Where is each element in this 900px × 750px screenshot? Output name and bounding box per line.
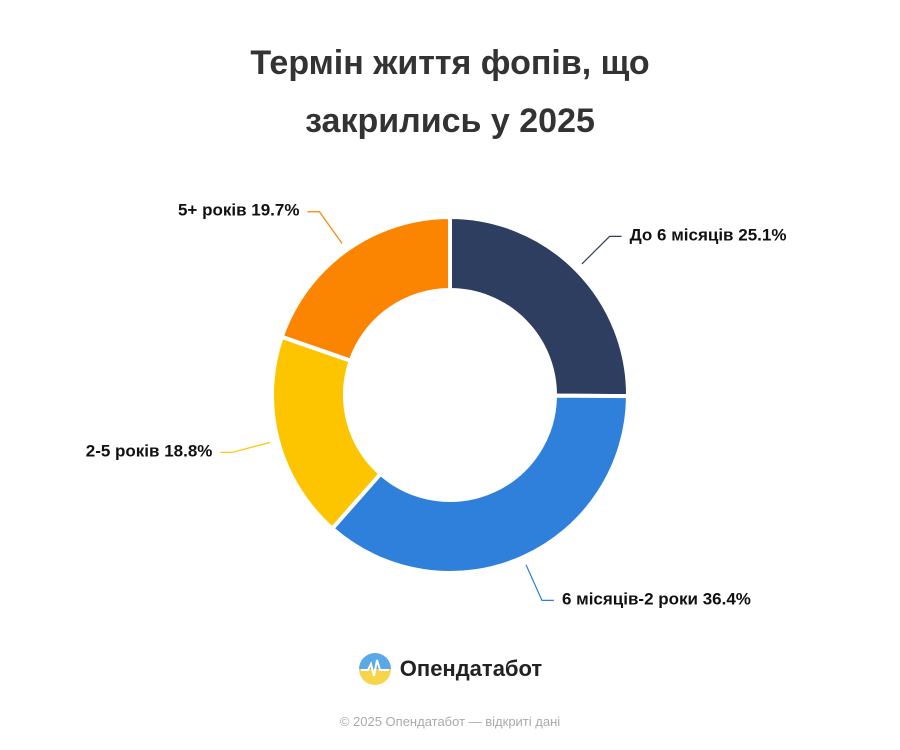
footer: © 2025 Опендатабот — відкриті дані <box>339 714 561 729</box>
chart-title: Термін життя фопів, що закрились у 2025 <box>250 44 650 140</box>
category-label: 2-5 років <box>86 442 160 461</box>
data-label: 2-5 років 18.8% <box>86 442 213 461</box>
logo: Опендатабот <box>0 652 900 686</box>
leader-line <box>220 441 271 453</box>
data-label: 5+ років 19.7% <box>178 201 300 220</box>
value-label: 19.7% <box>251 201 299 220</box>
value-label: 18.8% <box>164 442 212 461</box>
leader-line <box>307 211 343 244</box>
slice <box>448 215 630 399</box>
logo-text: Опендатабот <box>399 656 543 681</box>
data-label: 6 місяців-2 роки 36.4% <box>562 590 751 609</box>
slice <box>279 215 452 363</box>
category-label: 6 місяців-2 роки <box>562 590 698 609</box>
chart: До 6 місяців 25.1% 6 місяців-2 роки 36.4%… <box>86 201 787 609</box>
logo-icon <box>358 653 391 685</box>
leader-line <box>581 235 622 265</box>
leader-line <box>525 564 554 601</box>
category-label: 5+ років <box>178 201 247 220</box>
value-label: 25.1% <box>738 226 786 245</box>
data-label: До 6 місяців 25.1% <box>630 226 787 245</box>
category-label: До 6 місяців <box>630 226 734 245</box>
value-label: 36.4% <box>703 590 751 609</box>
slice <box>330 393 630 575</box>
